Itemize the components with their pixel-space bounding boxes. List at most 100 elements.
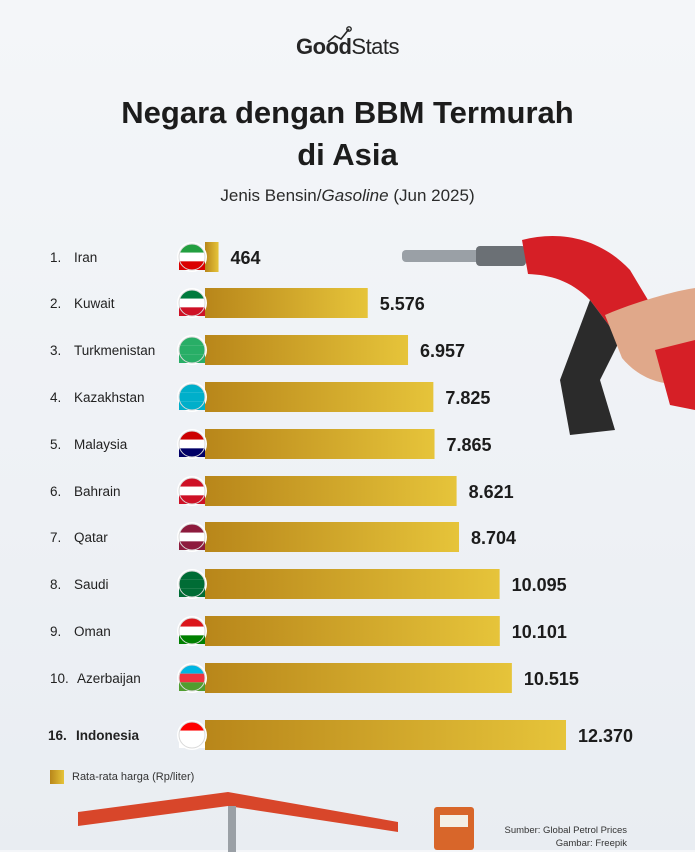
flag-stripe-bottom-kazakhstan — [179, 401, 205, 410]
flag-stripe-mid-qatar — [179, 532, 205, 542]
flag-stripe-bottom-oman — [179, 635, 205, 644]
flag-stripe-top-turkmenistan — [179, 337, 205, 346]
rank-label-saudi: 8. — [50, 577, 61, 592]
flag-stripe-top-kuwait — [179, 290, 205, 299]
flag-icon-qatar — [178, 523, 206, 551]
country-label-kazakhstan: Kazakhstan — [74, 390, 145, 405]
country-label-kuwait: Kuwait — [74, 296, 115, 311]
fuel-nozzle-illustration — [402, 235, 695, 435]
flag-stripe-top-azerbaijan — [179, 665, 205, 674]
flag-icon-kuwait — [178, 289, 206, 317]
flag-stripe-bottom-iran — [179, 261, 205, 270]
value-label-bahrain: 8.621 — [469, 482, 514, 502]
country-label-turkmenistan: Turkmenistan — [74, 343, 155, 358]
flag-stripe-top-saudi — [179, 571, 205, 580]
flag-stripe-bottom-saudi — [179, 588, 205, 597]
flag-stripe-bottom-turkmenistan — [179, 354, 205, 363]
value-label-azerbaijan: 10.515 — [524, 669, 579, 689]
rank-label-azerbaijan: 10. — [50, 671, 69, 686]
rank-label-kuwait: 2. — [50, 296, 61, 311]
country-label-saudi: Saudi — [74, 577, 109, 592]
value-label-malaysia: 7.865 — [447, 435, 492, 455]
flag-icon-bahrain — [178, 477, 206, 505]
flag-stripe-mid-bahrain — [179, 486, 205, 496]
value-label-saudi: 10.095 — [512, 575, 567, 595]
flag-stripe-top-malaysia — [179, 431, 205, 440]
value-label-indonesia: 12.370 — [578, 726, 633, 746]
bar-kazakhstan — [205, 382, 434, 412]
bar-saudi — [205, 569, 500, 599]
title-line-2: di Asia — [297, 137, 398, 172]
flag-stripe-top-kazakhstan — [179, 384, 205, 393]
chart-subtitle: Jenis Bensin/Gasoline (Jun 2025) — [0, 186, 695, 206]
flag-icon-oman — [178, 617, 206, 645]
flag-stripe-bottom-bahrain — [179, 495, 205, 504]
value-label-kuwait: 5.576 — [380, 294, 425, 314]
source-line-1: Sumber: Global Petrol Prices — [504, 825, 628, 836]
flag-stripe-bottom-kuwait — [179, 307, 205, 316]
value-label-qatar: 8.704 — [471, 528, 516, 548]
bar-qatar — [205, 522, 460, 552]
flag-stripe-top-bahrain — [179, 478, 205, 487]
rank-label-kazakhstan: 4. — [50, 390, 61, 405]
bar-azerbaijan — [205, 663, 512, 693]
logo-stats: Stats — [351, 34, 400, 59]
gas-station-illustration — [78, 792, 398, 852]
rank-label-indonesia: 16. — [48, 728, 67, 743]
flag-stripe-top-oman — [179, 618, 205, 627]
bar-kuwait — [205, 288, 368, 318]
flag-icon-saudi — [178, 570, 206, 598]
title-line-1: Negara dengan BBM Termurah — [121, 95, 574, 130]
value-label-iran: 464 — [231, 248, 261, 268]
flag-stripe-bottom-azerbaijan — [179, 682, 205, 691]
bar-bahrain — [205, 476, 457, 506]
country-label-oman: Oman — [74, 624, 111, 639]
source-line-2: Gambar: Freepik — [555, 838, 627, 849]
flag-stripe-bottom-malaysia — [179, 448, 205, 457]
legend-swatch — [50, 770, 64, 784]
country-label-indonesia: Indonesia — [76, 728, 140, 743]
bar-oman — [205, 616, 500, 646]
subtitle-pre: Jenis Bensin/ — [220, 186, 322, 205]
flag-icon-malaysia — [178, 430, 206, 458]
bar-indonesia — [205, 720, 566, 750]
rank-label-qatar: 7. — [50, 530, 61, 545]
logo-chart-icon — [327, 26, 352, 43]
flag-icon-kazakhstan — [178, 383, 206, 411]
chart-legend: Rata-rata harga (Rp/liter) — [50, 770, 194, 784]
rank-label-oman: 9. — [50, 624, 61, 639]
flag-stripe-top-qatar — [179, 524, 205, 533]
flag-icon-indonesia — [178, 721, 206, 749]
value-label-turkmenistan: 6.957 — [420, 341, 465, 361]
rank-label-bahrain: 6. — [50, 484, 61, 499]
flag-stripe-top-indonesia — [179, 722, 205, 731]
country-label-azerbaijan: Azerbaijan — [77, 671, 141, 686]
flag-icon-turkmenistan — [178, 336, 206, 364]
flag-stripe-mid-kuwait — [179, 298, 205, 308]
flag-stripe-mid-oman — [179, 626, 205, 636]
flag-stripe-bottom-indonesia — [179, 739, 205, 748]
fuel-pump-illustration — [434, 807, 474, 850]
source-note: Sumber: Global Petrol Prices Gambar: Fre… — [505, 824, 628, 850]
flag-stripe-mid-indonesia — [179, 730, 205, 740]
country-label-iran: Iran — [74, 250, 97, 265]
subtitle-post: (Jun 2025) — [388, 186, 475, 205]
flag-stripe-mid-turkmenistan — [179, 345, 205, 355]
flag-stripe-mid-kazakhstan — [179, 392, 205, 402]
flag-stripe-bottom-qatar — [179, 541, 205, 550]
bar-turkmenistan — [205, 335, 409, 365]
rank-label-turkmenistan: 3. — [50, 343, 61, 358]
chart-title: Negara dengan BBM Termurah di Asia — [0, 92, 695, 176]
flag-stripe-mid-azerbaijan — [179, 673, 205, 683]
value-label-oman: 10.101 — [512, 622, 567, 642]
flag-icon-iran — [178, 243, 206, 271]
value-label-kazakhstan: 7.825 — [445, 388, 490, 408]
flag-icon-azerbaijan — [178, 664, 206, 692]
flag-stripe-mid-iran — [179, 252, 205, 262]
subtitle-italic: Gasoline — [321, 186, 389, 205]
flag-stripe-mid-saudi — [179, 579, 205, 589]
legend-label: Rata-rata harga (Rp/liter) — [72, 771, 195, 783]
country-label-bahrain: Bahrain — [74, 484, 121, 499]
rank-label-iran: 1. — [50, 250, 61, 265]
